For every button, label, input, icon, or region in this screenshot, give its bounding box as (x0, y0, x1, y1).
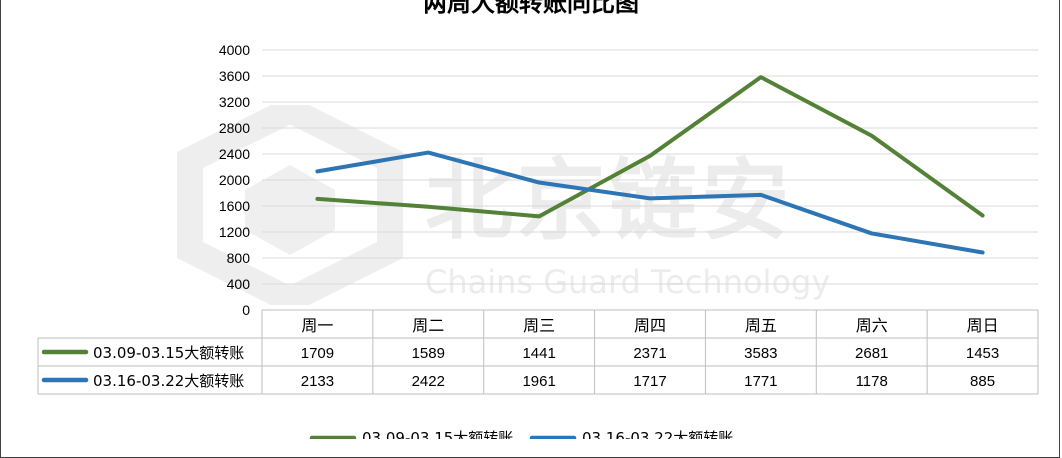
y-tick-label: 2400 (219, 146, 250, 162)
data-cell: 2422 (412, 373, 445, 390)
series-name: 03.16-03.22大额转账 (93, 372, 244, 390)
data-cell: 1589 (412, 345, 445, 362)
y-tick-label: 3200 (219, 94, 250, 110)
data-cell: 2133 (301, 373, 334, 390)
data-cell: 2681 (855, 345, 888, 362)
data-cell: 885 (970, 373, 995, 390)
legend-label: 03.09-03.15大额转账 (362, 429, 513, 439)
series-lines (315, 75, 985, 255)
data-table: 周一 周二 周三 周四 周五 周六 周日 03.09-03.15大额转账 1709 1589 144… (37, 309, 1039, 395)
data-cell: 2371 (633, 345, 666, 362)
y-tick-label: 0 (242, 302, 250, 318)
chart-title: 两周大额转账同比图 (423, 0, 639, 17)
y-tick-label: 1200 (219, 224, 250, 240)
x-category-label: 周一 (301, 316, 333, 335)
y-tick-label: 3600 (219, 68, 250, 84)
x-category-label: 周二 (412, 316, 444, 335)
y-tick-label: 400 (227, 276, 251, 292)
x-category-label: 周五 (745, 316, 777, 335)
data-cell: 1178 (856, 373, 888, 390)
y-tick-label: 1600 (219, 198, 250, 214)
x-category-label: 周四 (634, 316, 666, 335)
data-cell: 1717 (633, 373, 666, 390)
series-name: 03.09-03.15大额转账 (93, 344, 244, 362)
x-category-label: 周三 (523, 316, 555, 335)
data-cell: 1709 (301, 345, 334, 362)
y-tick-label: 2000 (219, 172, 250, 188)
data-cell: 3583 (744, 345, 777, 362)
data-cell: 1453 (966, 345, 999, 362)
y-tick-label: 800 (227, 250, 251, 266)
series-line (315, 75, 985, 219)
y-tick-label: 2800 (219, 120, 250, 136)
series-line (315, 150, 985, 255)
chart-svg: 040080012001600200024002800320036004000 … (37, 42, 1039, 439)
x-category-label: 周日 (967, 316, 999, 335)
data-cell: 1961 (522, 373, 555, 390)
legend-label: 03.16-03.22大额转账 (582, 429, 733, 439)
y-tick-label: 4000 (219, 42, 250, 58)
legend: 03.09-03.15大额转账 03.16-03.22大额转账 (309, 429, 733, 439)
data-cell: 1441 (522, 345, 555, 362)
grid-layer (262, 49, 1038, 311)
x-category-label: 周六 (856, 316, 888, 335)
data-cell: 1771 (744, 373, 777, 390)
y-axis-ticks: 0 400 800 1200 1600 2000 2400 2800 3200 3600 4000 (219, 42, 250, 318)
